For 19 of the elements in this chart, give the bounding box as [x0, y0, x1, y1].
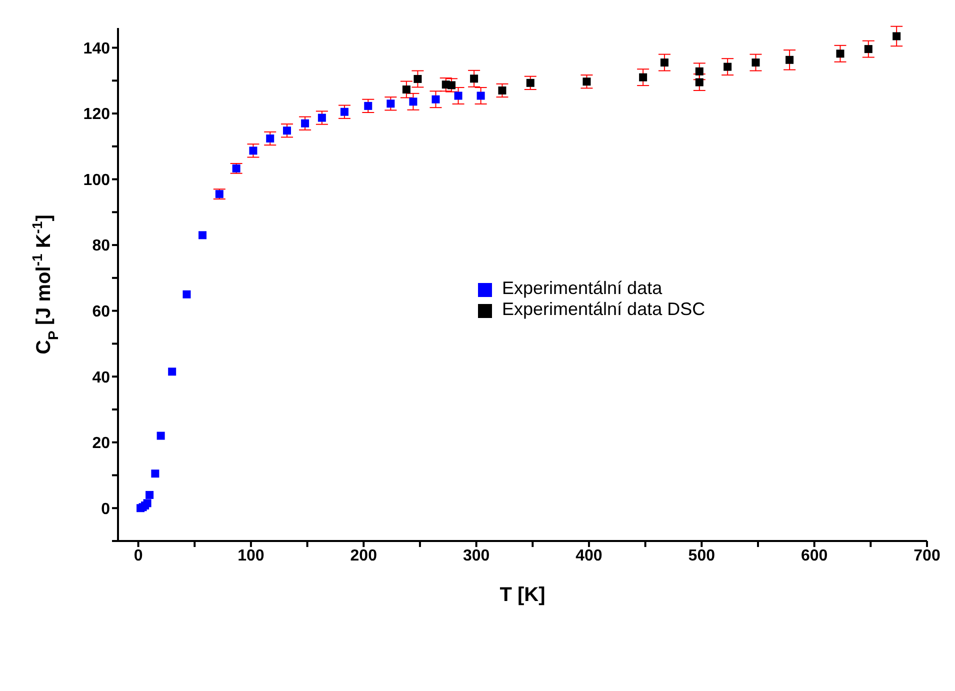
- x-tick-label: 400: [576, 547, 602, 564]
- x-tick-label: 300: [462, 547, 490, 564]
- y-tick-label: 120: [83, 106, 110, 124]
- x-tick-label: 600: [800, 547, 828, 564]
- legend-label: Experimentální data DSC: [502, 299, 706, 319]
- x-tick-label: 200: [350, 547, 378, 564]
- y-tick-label: 140: [83, 40, 110, 58]
- y-tick-label: 60: [92, 303, 110, 320]
- y-tick-label: 0: [101, 500, 110, 518]
- x-axis-title: T [K]: [500, 584, 546, 606]
- x-tick-label: 700: [914, 547, 940, 564]
- y-tick-label: 80: [92, 238, 110, 255]
- y-tick-label: 20: [92, 435, 110, 452]
- legend-label: Experimentální data: [502, 278, 662, 298]
- y-tick-label: 40: [92, 369, 110, 386]
- y-tick-label: 100: [83, 172, 110, 189]
- x-tick-label: 100: [238, 547, 264, 564]
- x-tick-label: 500: [688, 547, 716, 564]
- x-tick-label: 0: [134, 547, 143, 564]
